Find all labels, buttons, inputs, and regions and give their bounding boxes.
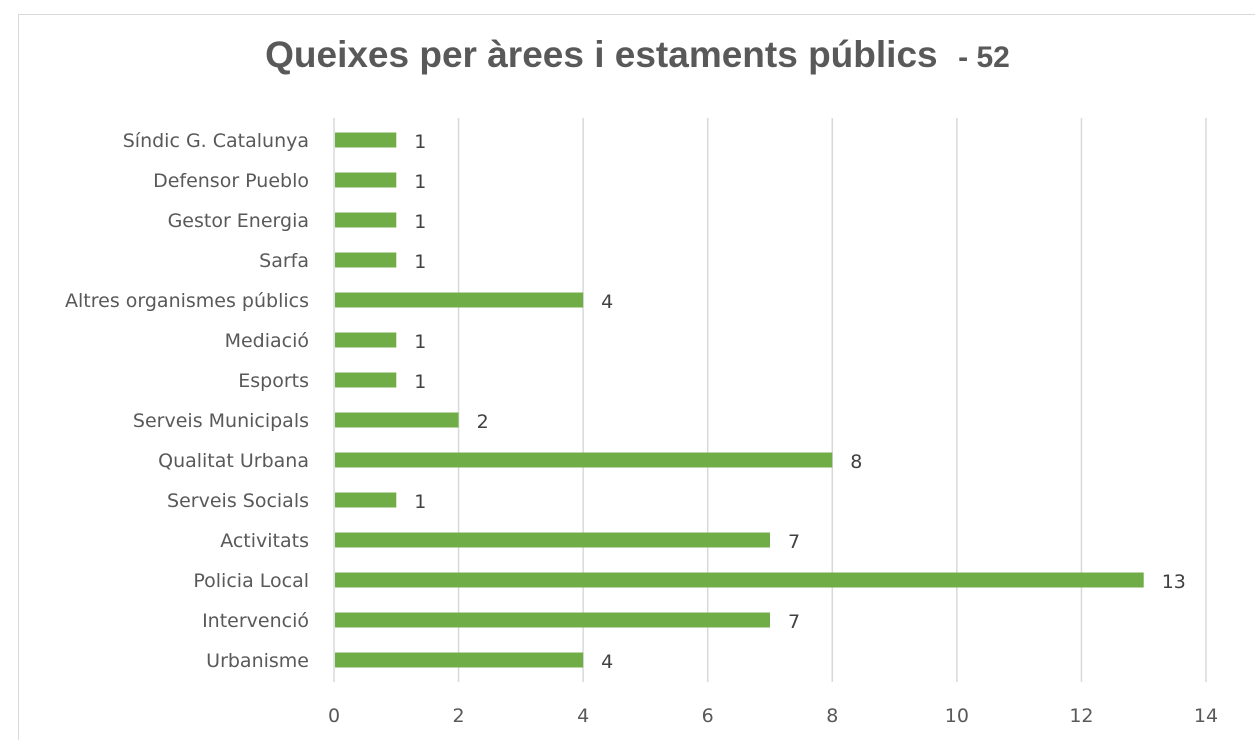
x-tick-label: 10 [945,705,969,727]
x-tick-label: 8 [826,705,838,727]
category-label: Serveis Socials [167,490,309,512]
chart-title-total: - 52 [958,41,1010,74]
x-tick-label: 6 [702,705,714,727]
category-label: Altres organismes públics [65,290,309,312]
x-tick-label: 4 [577,705,589,727]
data-label: 1 [414,251,426,273]
chart-title: Queixes per àrees i estaments públics - … [0,34,1255,76]
data-label: 2 [477,411,489,433]
bar [335,252,397,268]
category-label: Activitats [220,530,309,552]
bar [335,652,584,668]
data-label: 1 [414,171,426,193]
bar [335,132,397,148]
category-label: Urbanisme [206,650,309,672]
category-label: Intervenció [202,610,309,632]
data-label: 1 [414,131,426,153]
chart-title-main: Queixes per àrees i estaments públics [265,34,938,75]
bar [335,332,397,348]
x-tick-label: 14 [1194,705,1218,727]
data-label: 4 [601,651,613,673]
data-label: 7 [788,611,800,633]
data-label: 4 [601,291,613,313]
bar [335,292,584,308]
x-tick-label: 12 [1069,705,1093,727]
bar [335,612,770,628]
bar [335,572,1144,588]
category-label: Policia Local [193,570,309,592]
data-label: 1 [414,491,426,513]
x-tick-label: 2 [453,705,465,727]
category-label: Esports [238,370,309,392]
data-label: 1 [414,371,426,393]
category-label: Gestor Energia [168,210,309,232]
data-label: 1 [414,211,426,233]
bar [335,452,833,468]
frame-border-top [18,14,1255,15]
category-label: Sarfa [259,250,309,272]
frame-border-left [18,14,19,740]
bar [335,532,770,548]
category-label: Defensor Pueblo [153,170,309,192]
bar [335,172,397,188]
category-label: Síndic G. Catalunya [123,130,309,152]
x-tick-label: 0 [328,705,340,727]
category-label: Mediació [225,330,309,352]
data-label: 13 [1162,571,1186,593]
data-label: 7 [788,531,800,553]
data-label: 1 [414,331,426,353]
bar [335,412,459,428]
category-label: Serveis Municipals [133,410,309,432]
data-label: 8 [850,451,862,473]
bar [335,492,397,508]
bar [335,212,397,228]
bar [335,372,397,388]
category-label: Qualitat Urbana [158,450,309,472]
